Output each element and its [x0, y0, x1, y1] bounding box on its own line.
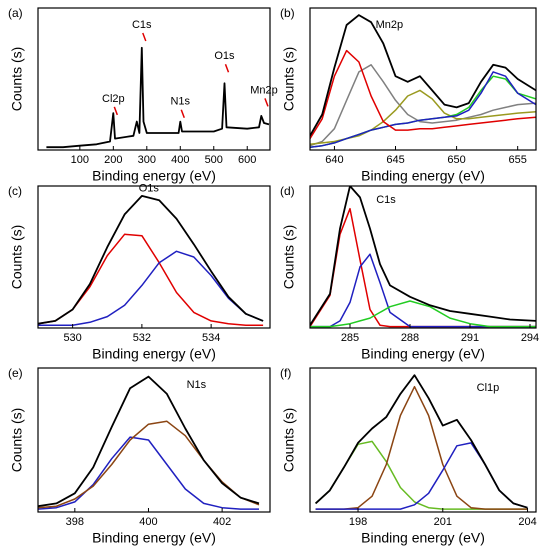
peak-label: C1s [132, 19, 152, 31]
plot-frame [37, 367, 271, 513]
x-tick-label: 400 [139, 516, 157, 528]
x-tick-label: 645 [386, 154, 404, 166]
peak-label: N1s [170, 96, 190, 108]
spectrum-line [310, 14, 536, 137]
plot-frame [309, 7, 537, 151]
x-axis-label: Binding energy (eV) [92, 346, 216, 362]
x-tick-label: 398 [66, 516, 84, 528]
y-axis-label: Counts (s) [281, 408, 297, 473]
x-tick-label: 200 [104, 154, 122, 166]
spectrum-line [38, 233, 264, 326]
x-axis-label: Binding energy (eV) [361, 530, 485, 546]
x-tick-label: 640 [325, 154, 343, 166]
spectrum-line [310, 186, 536, 326]
spectrum-line [310, 75, 536, 148]
x-tick-label: 204 [518, 516, 536, 528]
plot-frame [309, 367, 537, 513]
spectrum-line [310, 64, 536, 147]
panel-label: (f) [280, 366, 291, 380]
plot-frame [37, 185, 271, 329]
spectrum-line [38, 195, 264, 325]
x-tick-label: 532 [133, 332, 151, 344]
peak-pointer [180, 109, 185, 118]
x-axis-label: Binding energy (eV) [92, 530, 216, 546]
x-tick-label: 600 [238, 154, 256, 166]
spectrum-line [310, 71, 536, 148]
peak-label: Cl1p [477, 382, 500, 394]
x-tick-label: 534 [202, 332, 220, 344]
y-axis-label: Counts (s) [281, 225, 297, 290]
x-tick-label: 201 [434, 516, 452, 528]
peak-label: Cl2p [102, 93, 125, 105]
x-tick-label: 402 [213, 516, 231, 528]
peak-pointer [224, 64, 230, 73]
plot-frame [37, 7, 271, 151]
x-tick-label: 500 [205, 154, 223, 166]
spectrum-line [315, 385, 528, 510]
spectrum-line [38, 250, 264, 326]
spectrum-line [46, 46, 270, 149]
x-tick-label: 655 [508, 154, 526, 166]
peak-pointer [264, 98, 269, 107]
x-axis-label: Binding energy (eV) [92, 168, 216, 184]
spectrum-line [310, 300, 536, 328]
y-axis-label: Counts (s) [281, 47, 297, 112]
x-axis-label: Binding energy (eV) [361, 346, 485, 362]
x-tick-label: 400 [171, 154, 189, 166]
x-tick-label: 288 [401, 332, 419, 344]
spectrum-line [310, 207, 536, 328]
x-tick-label: 100 [71, 154, 89, 166]
spectrum-line [310, 49, 536, 139]
spectrum-line [38, 436, 259, 510]
x-tick-label: 291 [461, 332, 479, 344]
peak-label: C1s [376, 194, 396, 206]
spectrum-line [310, 89, 536, 146]
x-tick-label: 294 [521, 332, 539, 344]
panel-label: (a) [8, 6, 23, 20]
x-tick-label: 300 [138, 154, 156, 166]
peak-label: Mn2p [376, 19, 404, 31]
spectrum-line [314, 374, 528, 509]
peak-pointer [142, 32, 147, 42]
plot-frame [309, 185, 537, 329]
spectrum-line [310, 253, 536, 328]
x-tick-label: 198 [349, 516, 367, 528]
x-tick-label: 650 [447, 154, 465, 166]
peak-label: O1s [214, 50, 235, 62]
y-axis-label: Counts (s) [9, 408, 25, 473]
y-axis-label: Counts (s) [9, 47, 25, 112]
y-axis-label: Counts (s) [9, 225, 25, 290]
spectrum-line [315, 442, 528, 510]
panel-label: (e) [8, 366, 23, 380]
peak-label: O1s [139, 183, 160, 195]
x-axis-label: Binding energy (eV) [361, 168, 485, 184]
x-tick-label: 285 [341, 332, 359, 344]
spectrum-line [38, 375, 260, 508]
panel-label: (c) [8, 184, 22, 198]
peak-label: N1s [187, 379, 207, 391]
panel-label: (d) [280, 184, 295, 198]
peak-pointer [113, 106, 119, 116]
x-tick-label: 530 [63, 332, 81, 344]
peak-label: Mn2p [250, 84, 278, 96]
panel-label: (b) [280, 6, 295, 20]
